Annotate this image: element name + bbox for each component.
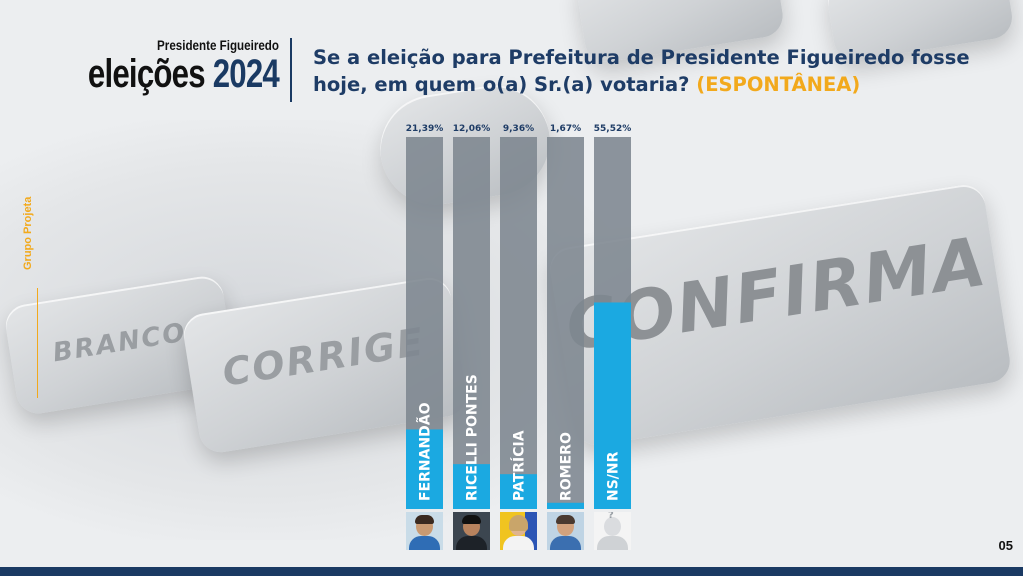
value-label-fernandao: 21,39% — [406, 124, 444, 134]
value-label-romero: 1,67% — [550, 124, 581, 134]
bar-patricia — [500, 474, 537, 509]
category-label-ns-nr: NS/NR — [606, 451, 622, 501]
bar-fernandao — [406, 429, 443, 509]
footer-bar — [0, 567, 1023, 576]
value-label-patricia: 9,36% — [503, 124, 534, 134]
election-logo: Presidente Figueiredo eleições 2024 — [34, 38, 280, 96]
side-caption-line — [37, 288, 38, 398]
value-label-ns-nr: 55,52% — [594, 124, 632, 134]
bar-track-patricia — [500, 137, 537, 509]
bar-ns-nr — [594, 302, 631, 509]
bar-ricelli-pontes — [453, 464, 490, 509]
photo-fernandao — [406, 512, 443, 550]
logo-wordmark: eleições 2024 — [87, 52, 280, 96]
survey-question: Se a eleição para Prefeitura de Presiden… — [313, 44, 1013, 98]
photo-romero — [547, 512, 584, 550]
page-number: 05 — [998, 538, 1013, 553]
category-label-patricia: PATRÍCIA — [511, 430, 528, 501]
category-label-romero: ROMERO — [559, 432, 575, 501]
value-label-ricelli-pontes: 12,06% — [453, 124, 491, 134]
logo-word: eleições — [87, 52, 206, 96]
bar-track-ricelli-pontes — [453, 137, 490, 509]
bar-track-romero — [547, 137, 584, 509]
logo-city: Presidente Figueiredo — [157, 38, 279, 53]
question-text: Se a eleição para Prefeitura de Presiden… — [313, 46, 970, 96]
bar-romero — [547, 502, 584, 509]
unknown-person-icon: ? — [594, 512, 631, 550]
category-label-ricelli-pontes: RICELLI PONTES — [465, 374, 481, 501]
photo-patricia — [500, 512, 537, 550]
logo-year: 2024 — [212, 52, 280, 96]
question-highlight: (ESPONTÂNEA) — [696, 73, 861, 96]
category-label-fernandao: FERNANDÃO — [417, 402, 434, 501]
header-divider — [290, 38, 292, 102]
photo-ricelli-pontes — [453, 512, 490, 550]
